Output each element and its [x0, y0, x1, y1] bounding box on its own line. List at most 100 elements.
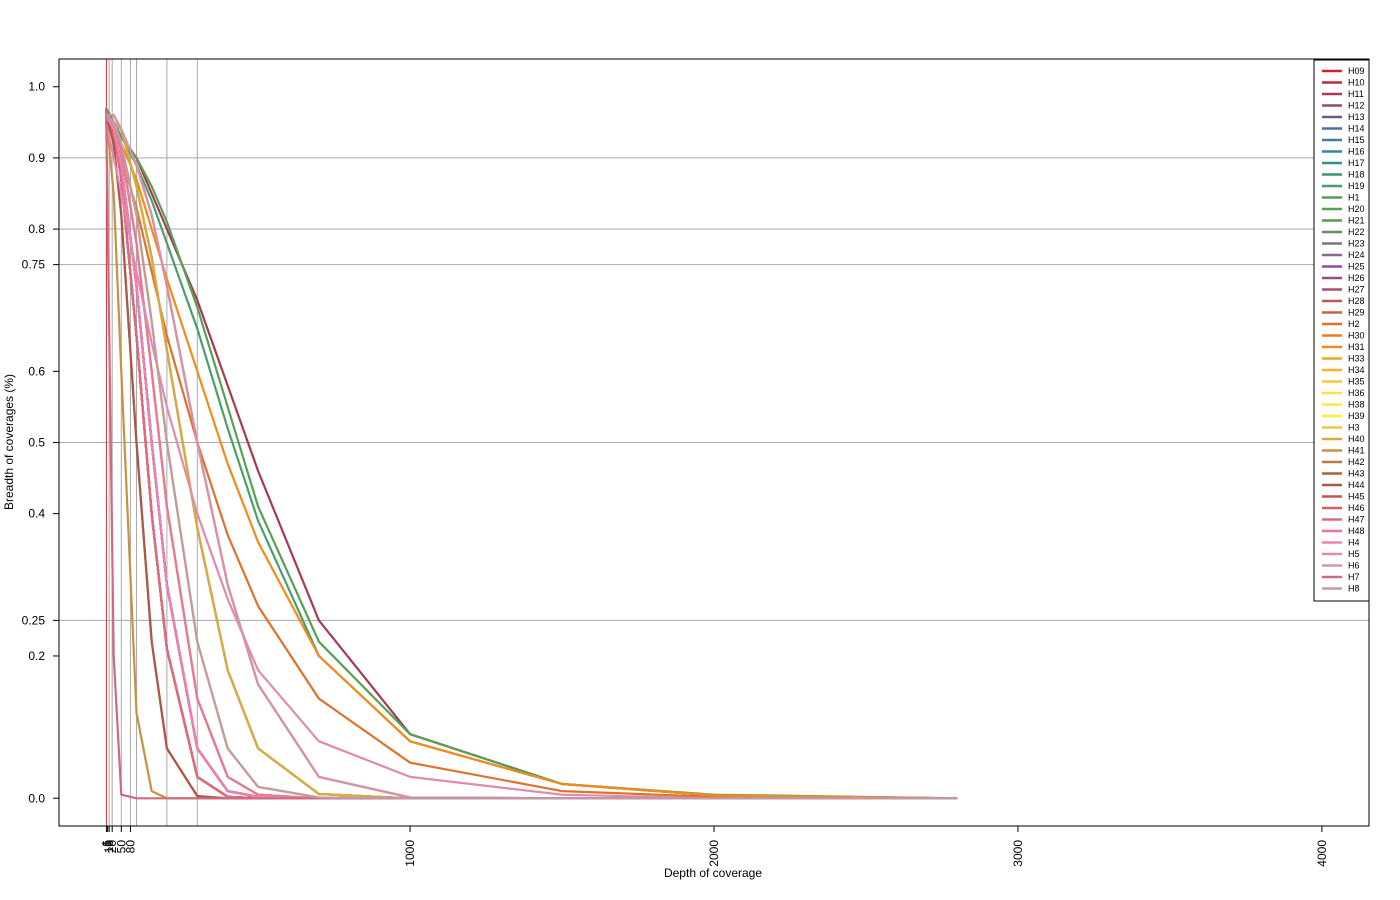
series-line [105, 114, 958, 800]
legend-label: H46 [1348, 503, 1365, 513]
legend-label: H47 [1348, 515, 1365, 525]
legend-label: H35 [1348, 377, 1365, 387]
legend-label: H12 [1348, 101, 1365, 111]
series-line [105, 114, 958, 800]
x-tick-label: 80 [123, 840, 137, 854]
legend-label: H28 [1348, 296, 1365, 306]
series-line [105, 114, 958, 800]
series-line [105, 114, 958, 800]
x-tick-label: 5 [101, 840, 115, 847]
legend-label: H31 [1348, 342, 1365, 352]
legend-label: H21 [1348, 216, 1365, 226]
legend-label: H27 [1348, 285, 1365, 295]
x-tick-label: 3000 [1011, 840, 1025, 867]
series-line [105, 114, 958, 800]
series-line [105, 114, 958, 800]
series-line [105, 114, 958, 800]
y-axis-label: Breadth of coverages (%) [2, 374, 16, 510]
series-line [105, 114, 958, 800]
series-line [105, 114, 958, 800]
series-line [105, 114, 958, 800]
series-line [105, 114, 958, 800]
y-tick-label: 0.6 [28, 364, 45, 378]
legend-label: H19 [1348, 181, 1365, 191]
x-axis-label: Depth of coverage [664, 866, 762, 880]
legend-label: H10 [1348, 78, 1365, 88]
series-line [105, 114, 958, 800]
legend-label: H16 [1348, 147, 1365, 157]
series-line [105, 114, 958, 800]
series-line [105, 114, 958, 800]
y-tick-label: 0.8 [28, 222, 45, 236]
series-line [105, 114, 958, 800]
series-line [105, 114, 958, 800]
y-tick-label: 0.9 [28, 151, 45, 165]
series-line [105, 108, 958, 800]
y-tick-label: 0.0 [28, 791, 45, 805]
legend-label: H5 [1348, 549, 1360, 559]
y-tick-label: 0.4 [28, 507, 45, 521]
legend-label: H44 [1348, 480, 1365, 490]
legend-label: H41 [1348, 446, 1365, 456]
series-line [105, 114, 958, 800]
x-tick-label: 50 [114, 840, 128, 854]
series-line [105, 114, 958, 800]
legend-label: H1 [1348, 193, 1360, 203]
x-tick-label: 10 [102, 840, 116, 854]
legend-label: H40 [1348, 434, 1365, 444]
legend-label: H13 [1348, 112, 1365, 122]
series-line [105, 114, 958, 800]
legend-label: H42 [1348, 457, 1365, 467]
series-line [105, 114, 958, 800]
legend-label: H14 [1348, 124, 1365, 134]
legend-label: H48 [1348, 526, 1365, 536]
legend-label: H22 [1348, 227, 1365, 237]
x-tick-label: 1000 [403, 840, 417, 867]
legend-label: H45 [1348, 492, 1365, 502]
y-tick-label: 0.2 [28, 649, 45, 663]
series-line [105, 114, 958, 800]
legend-label: H15 [1348, 135, 1365, 145]
legend-label: H34 [1348, 365, 1365, 375]
series-line [105, 114, 958, 800]
series-line [106, 114, 958, 800]
x-tick-label: 20 [105, 840, 119, 854]
y-tick-label: 0.75 [22, 258, 46, 272]
legend-label: H26 [1348, 273, 1365, 283]
series-line [105, 114, 958, 800]
legend-label: H2 [1348, 319, 1360, 329]
legend-label: H11 [1348, 89, 1364, 99]
legend-label: H38 [1348, 400, 1365, 410]
series-line [105, 114, 958, 800]
legend-label: H18 [1348, 170, 1365, 180]
legend-box [1313, 59, 1370, 602]
x-tick-label: 4000 [1315, 840, 1329, 867]
series-line [105, 107, 958, 800]
series-line [105, 114, 958, 800]
legend-label: H33 [1348, 354, 1365, 364]
series-line [105, 114, 958, 800]
series-line [105, 115, 958, 800]
series-line [105, 114, 958, 800]
series-line [105, 114, 958, 800]
legend-label: H20 [1348, 204, 1365, 214]
legend-label: H6 [1348, 561, 1360, 571]
series-line [105, 122, 958, 800]
series-line [105, 114, 958, 800]
legend-label: H09 [1348, 66, 1365, 76]
series-line [105, 114, 958, 800]
series-line [105, 107, 958, 800]
legend-label: H7 [1348, 572, 1360, 582]
legend-label: H8 [1348, 584, 1360, 594]
legend-label: H36 [1348, 388, 1365, 398]
x-tick-label: 2000 [707, 840, 721, 867]
series-line [106, 114, 958, 800]
legend-label: H3 [1348, 423, 1360, 433]
legend-label: H23 [1348, 239, 1365, 249]
series-line [105, 114, 958, 800]
legend-label: H39 [1348, 411, 1365, 421]
legend-label: H43 [1348, 469, 1365, 479]
series-line [106, 114, 958, 800]
